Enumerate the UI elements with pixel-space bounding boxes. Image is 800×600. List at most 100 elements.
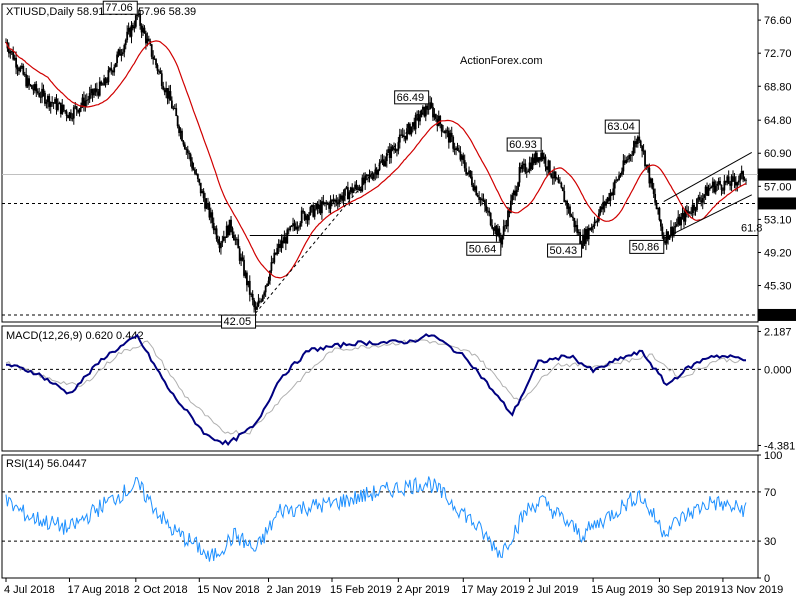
candle-body — [240, 257, 243, 261]
candle-body — [556, 178, 558, 180]
candle-body — [590, 227, 593, 231]
candle-body — [143, 27, 146, 34]
candle-body — [263, 292, 266, 296]
price-ytick-label-5: 57.00 — [764, 181, 792, 193]
candle-body — [735, 181, 737, 186]
candle-body — [319, 204, 322, 214]
candle-body — [68, 112, 71, 119]
annotation-label-3: 60.93 — [509, 139, 537, 151]
candle-body — [398, 134, 401, 143]
candle-body — [55, 98, 58, 110]
candle-body — [512, 190, 515, 196]
candle-body — [688, 211, 691, 214]
candle-body — [648, 167, 651, 184]
price-ytick-label-3: 64.80 — [764, 115, 792, 127]
candle-body — [313, 209, 316, 217]
candle-body — [531, 157, 534, 170]
candle-body — [600, 206, 603, 210]
candle-body — [258, 300, 261, 302]
candle-body — [745, 179, 747, 181]
candle-body — [439, 116, 442, 125]
candle-body — [147, 38, 150, 41]
candle-body — [696, 198, 698, 210]
candle-body — [628, 155, 631, 160]
candle-body — [603, 201, 606, 206]
candle-body — [466, 172, 469, 175]
annotation-label-2: 66.49 — [397, 92, 425, 104]
macd-title: MACD(12,26,9) 0.620 0.442 — [6, 330, 144, 342]
candle-body — [170, 100, 173, 109]
candle-body — [13, 57, 16, 60]
candle-body — [121, 52, 124, 54]
candle-body — [277, 244, 280, 249]
candle-body — [687, 211, 690, 213]
candle-body — [85, 99, 88, 101]
candle-body — [674, 225, 677, 228]
candle-body — [231, 228, 234, 235]
candle-body — [429, 102, 431, 110]
candle-body — [227, 225, 230, 236]
candle-body — [509, 200, 512, 213]
candle-body — [641, 145, 644, 152]
price-panel-frame — [1, 3, 759, 323]
candle-body — [329, 200, 332, 209]
x-tick-label-3: 15 Nov 2018 — [197, 584, 259, 596]
candle-body — [401, 134, 404, 137]
candle-body — [423, 106, 426, 117]
candle-body — [501, 235, 504, 245]
candle-body — [52, 102, 55, 104]
candle-body — [416, 114, 419, 115]
candle-body — [224, 236, 227, 238]
candle-body — [309, 207, 312, 215]
candle-body — [75, 106, 78, 110]
candle-body — [437, 116, 440, 126]
rsi-ytick-label-2: 30 — [764, 536, 776, 548]
candle-body — [316, 203, 319, 209]
candle-body — [446, 130, 449, 132]
candle-body — [472, 185, 475, 191]
candle-body — [9, 51, 12, 54]
candle-body — [732, 176, 734, 178]
macd-signal-line — [5, 338, 747, 435]
candle-body — [322, 201, 325, 205]
candle-body — [644, 150, 646, 167]
candle-body — [458, 150, 460, 152]
candle-body — [479, 198, 482, 200]
candle-body — [385, 152, 388, 162]
candle-body — [720, 184, 723, 190]
candle-body — [638, 136, 641, 141]
candle-body — [299, 223, 302, 227]
candle-body — [207, 203, 209, 205]
candle-body — [221, 240, 224, 243]
candle-body — [583, 234, 586, 244]
candle-body — [623, 160, 626, 163]
candle-body — [489, 212, 492, 226]
candle-body — [150, 44, 153, 57]
candle-body — [173, 108, 176, 109]
candle-body — [64, 110, 67, 112]
candle-body — [726, 176, 729, 183]
candle-body — [595, 221, 597, 223]
candle-body — [120, 53, 123, 56]
candle-body — [283, 237, 286, 244]
annotation-box-0 — [102, 0, 138, 15]
candle-body — [432, 107, 434, 118]
candle-body — [81, 97, 84, 106]
candle-body — [724, 180, 727, 183]
candle-body — [248, 280, 251, 295]
candle-body — [657, 207, 659, 210]
candle-body — [20, 65, 23, 68]
candle-body — [270, 262, 273, 271]
candle-body — [504, 225, 507, 227]
candle-body — [185, 149, 188, 150]
candle-body — [636, 136, 639, 144]
candle-body — [124, 40, 127, 46]
candle-body — [94, 88, 97, 93]
candle-body — [390, 146, 393, 159]
candle-body — [260, 300, 263, 302]
candle-body — [381, 159, 384, 162]
candle-body — [108, 68, 111, 71]
candle-body — [22, 65, 25, 75]
candle-body — [462, 155, 465, 161]
candle-body — [569, 206, 571, 216]
